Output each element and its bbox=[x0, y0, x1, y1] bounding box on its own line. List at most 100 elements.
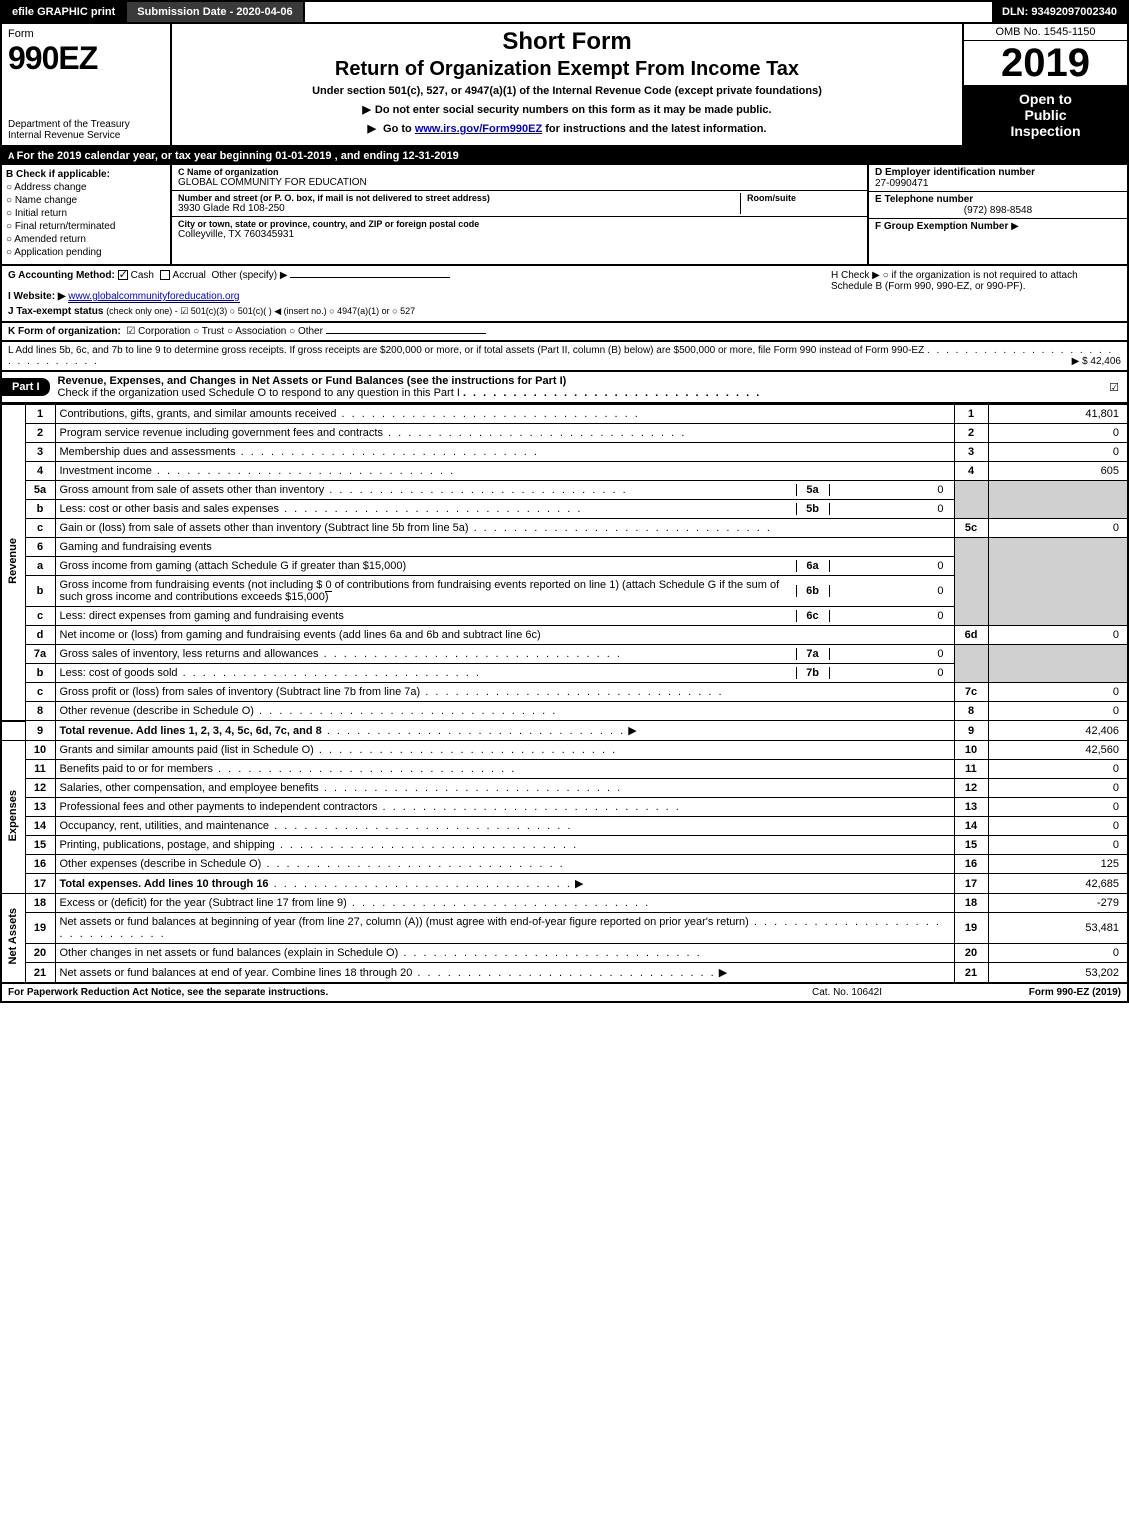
line-l-text: L Add lines 5b, 6c, and 7b to line 9 to … bbox=[8, 345, 924, 356]
table-row: 2 Program service revenue including gove… bbox=[1, 424, 1128, 443]
row-num: 3 bbox=[25, 443, 55, 462]
row-amount: 0 bbox=[988, 779, 1128, 798]
row-desc: Grants and similar amounts paid (list in… bbox=[55, 741, 954, 760]
row-desc: Gross income from gaming (attach Schedul… bbox=[55, 557, 954, 576]
chk-final-return[interactable]: Final return/terminated bbox=[6, 221, 166, 232]
row-linecol: 8 bbox=[954, 702, 988, 721]
dept-line1: Department of the Treasury bbox=[8, 119, 164, 130]
arrow-icon: ▶ bbox=[1011, 221, 1019, 232]
row-desc: Gross amount from sale of assets other t… bbox=[55, 481, 954, 500]
table-row: 6 Gaming and fundraising events bbox=[1, 538, 1128, 557]
ein-value: 27-0990471 bbox=[875, 178, 1121, 189]
table-row: 13 Professional fees and other payments … bbox=[1, 798, 1128, 817]
row-num: 7a bbox=[25, 645, 55, 664]
form-rev: Form 990-EZ (2019) bbox=[947, 984, 1127, 1001]
revenue-section-label: Revenue bbox=[1, 405, 25, 721]
line-h: H Check ▶ ○ if the organization is not r… bbox=[821, 270, 1121, 317]
group-exemption-label: F Group Exemption Number bbox=[875, 221, 1008, 232]
row-linecol: 5c bbox=[954, 519, 988, 538]
row-amount: 125 bbox=[988, 855, 1128, 874]
row-amount: 0 bbox=[988, 683, 1128, 702]
open-public-badge: Open to Public Inspection bbox=[964, 85, 1127, 145]
table-row: 5a Gross amount from sale of assets othe… bbox=[1, 481, 1128, 500]
row-linecol: 1 bbox=[954, 405, 988, 424]
accrual-label: Accrual bbox=[173, 270, 206, 281]
row-num: 18 bbox=[25, 894, 55, 913]
box-e: E Telephone number (972) 898-8548 bbox=[869, 192, 1127, 219]
row-desc: Net assets or fund balances at beginning… bbox=[55, 913, 954, 944]
row-num: 11 bbox=[25, 760, 55, 779]
chk-cash[interactable] bbox=[118, 270, 128, 280]
part-1-schedule-o-check[interactable]: ☑ bbox=[1109, 381, 1127, 394]
chk-name-change[interactable]: Name change bbox=[6, 195, 166, 206]
table-row: c Gross profit or (loss) from sales of i… bbox=[1, 683, 1128, 702]
paperwork-notice: For Paperwork Reduction Act Notice, see … bbox=[2, 984, 747, 1001]
row-linecol: 15 bbox=[954, 836, 988, 855]
chk-amended-return[interactable]: Amended return bbox=[6, 234, 166, 245]
row-num: 17 bbox=[25, 874, 55, 894]
form-header: Form 990EZ Department of the Treasury In… bbox=[0, 24, 1129, 147]
page-footer: For Paperwork Reduction Act Notice, see … bbox=[0, 984, 1129, 1003]
row-num: 16 bbox=[25, 855, 55, 874]
chk-accrual[interactable] bbox=[160, 270, 170, 280]
short-form-title: Short Form bbox=[180, 28, 954, 56]
row-num: 19 bbox=[25, 913, 55, 944]
row-linecol: 9 bbox=[954, 721, 988, 741]
tax-exempt-label: J Tax-exempt status bbox=[8, 306, 103, 317]
row-num: 14 bbox=[25, 817, 55, 836]
form-word: Form bbox=[8, 28, 164, 40]
submission-date-button[interactable]: Submission Date - 2020-04-06 bbox=[127, 2, 304, 22]
open-public-l3: Inspection bbox=[968, 123, 1123, 139]
row-desc: Professional fees and other payments to … bbox=[55, 798, 954, 817]
table-row: 3 Membership dues and assessments 3 0 bbox=[1, 443, 1128, 462]
inner-num: 6b bbox=[796, 585, 830, 597]
row-num: d bbox=[25, 626, 55, 645]
street-cell: Number and street (or P. O. box, if mail… bbox=[172, 191, 867, 217]
city-value: Colleyville, TX 760345931 bbox=[178, 229, 861, 240]
city-cell: City or town, state or province, country… bbox=[172, 217, 867, 242]
row-num: 21 bbox=[25, 963, 55, 984]
irs-link[interactable]: www.irs.gov/Form990EZ bbox=[415, 123, 542, 135]
no-ssn-text: Do not enter social security numbers on … bbox=[375, 104, 772, 116]
row-num: c bbox=[25, 519, 55, 538]
line-j: J Tax-exempt status (check only one) - ☑… bbox=[8, 306, 801, 317]
row-amount: 0 bbox=[988, 944, 1128, 963]
part-1-table: Revenue 1 Contributions, gifts, grants, … bbox=[0, 404, 1129, 984]
chk-address-change[interactable]: Address change bbox=[6, 182, 166, 193]
row-desc: Net assets or fund balances at end of ye… bbox=[55, 963, 954, 984]
other-specify-input[interactable] bbox=[290, 277, 450, 278]
row-amount: 0 bbox=[988, 836, 1128, 855]
row-num: 10 bbox=[25, 741, 55, 760]
shaded-cell bbox=[988, 645, 1128, 683]
row-linecol: 4 bbox=[954, 462, 988, 481]
row-desc: Net income or (loss) from gaming and fun… bbox=[55, 626, 954, 645]
efile-print-button[interactable]: efile GRAPHIC print bbox=[2, 2, 127, 22]
phone-value: (972) 898-8548 bbox=[875, 205, 1121, 216]
part-1-header: Part I Revenue, Expenses, and Changes in… bbox=[0, 372, 1129, 404]
row-amount: 0 bbox=[988, 817, 1128, 836]
row-num: b bbox=[25, 664, 55, 683]
website-link[interactable]: www.globalcommunityforeducation.org bbox=[68, 291, 239, 303]
r6b-d1: Gross income from fundraising events (no… bbox=[60, 579, 326, 591]
row-num: c bbox=[25, 607, 55, 626]
row-desc: Gaming and fundraising events bbox=[55, 538, 954, 557]
row-linecol: 6d bbox=[954, 626, 988, 645]
lines-g-h: G Accounting Method: Cash Accrual Other … bbox=[0, 266, 1129, 323]
row-desc: Total revenue. Add lines 1, 2, 3, 4, 5c,… bbox=[55, 721, 954, 741]
line-k-other-input[interactable] bbox=[326, 333, 486, 334]
row-desc: Less: direct expenses from gaming and fu… bbox=[55, 607, 954, 626]
inner-amt: 0 bbox=[830, 667, 950, 679]
under-section: Under section 501(c), 527, or 4947(a)(1)… bbox=[180, 85, 954, 97]
row-desc: Excess or (deficit) for the year (Subtra… bbox=[55, 894, 954, 913]
row-num: 9 bbox=[25, 721, 55, 741]
part-1-check-line: Check if the organization used Schedule … bbox=[58, 387, 460, 399]
row-linecol: 20 bbox=[954, 944, 988, 963]
chk-initial-return[interactable]: Initial return bbox=[6, 208, 166, 219]
arrow-icon: ▶ bbox=[628, 725, 636, 737]
chk-application-pending[interactable]: Application pending bbox=[6, 247, 166, 258]
row-num: 8 bbox=[25, 702, 55, 721]
header-left: Form 990EZ Department of the Treasury In… bbox=[2, 24, 172, 145]
row-desc: Gross sales of inventory, less returns a… bbox=[55, 645, 954, 664]
row-linecol: 2 bbox=[954, 424, 988, 443]
table-row: 9 Total revenue. Add lines 1, 2, 3, 4, 5… bbox=[1, 721, 1128, 741]
